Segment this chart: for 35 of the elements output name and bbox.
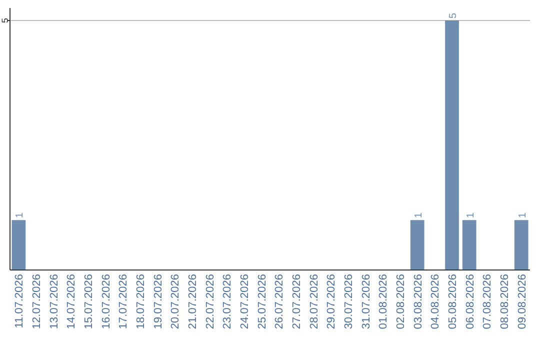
- x-tick-label: 27.07.2026: [291, 274, 303, 330]
- x-tick-label: 30.07.2026: [343, 274, 355, 330]
- x-tick-label: 28.07.2026: [308, 274, 320, 330]
- data-label: 1: [517, 212, 528, 218]
- x-tick-label: 08.08.2026: [499, 274, 511, 330]
- x-tick-label: 13.07.2026: [48, 274, 60, 330]
- x-tick-label: 16.07.2026: [100, 274, 112, 330]
- x-tick-label: 04.08.2026: [430, 274, 442, 330]
- x-tick-label: 06.08.2026: [464, 274, 476, 330]
- x-tick-label: 09.08.2026: [516, 274, 528, 330]
- x-tick-label: 20.07.2026: [170, 274, 182, 330]
- x-tick-label: 17.07.2026: [118, 274, 130, 330]
- data-label: 1: [413, 212, 424, 218]
- x-tick-label: 21.07.2026: [187, 274, 199, 330]
- x-tick-label: 29.07.2026: [326, 274, 338, 330]
- x-tick-label: 24.07.2026: [239, 274, 251, 330]
- x-tick-label: 31.07.2026: [360, 274, 372, 330]
- x-tick-label: 02.08.2026: [395, 274, 407, 330]
- x-tick-label: 19.07.2026: [152, 274, 164, 330]
- x-tick-label: 12.07.2026: [31, 274, 43, 330]
- x-tick-label: 05.08.2026: [447, 274, 459, 330]
- x-tick-label: 23.07.2026: [222, 274, 234, 330]
- x-tick-label: 15.07.2026: [83, 274, 95, 330]
- data-label: 1: [465, 212, 476, 218]
- x-tick-label: 22.07.2026: [204, 274, 216, 330]
- x-tick-label: 01.08.2026: [378, 274, 390, 330]
- x-tick-label: 14.07.2026: [66, 274, 78, 330]
- x-tick-label: 26.07.2026: [274, 274, 286, 330]
- x-tick-label: 03.08.2026: [412, 274, 424, 330]
- x-tick-label: 07.08.2026: [482, 274, 494, 330]
- x-tick-label: 11.07.2026: [14, 274, 26, 328]
- x-tick-label: 18.07.2026: [135, 274, 147, 330]
- data-label: 1: [14, 212, 26, 218]
- data-label: 5: [448, 12, 459, 18]
- x-tick-label: 25.07.2026: [256, 274, 268, 330]
